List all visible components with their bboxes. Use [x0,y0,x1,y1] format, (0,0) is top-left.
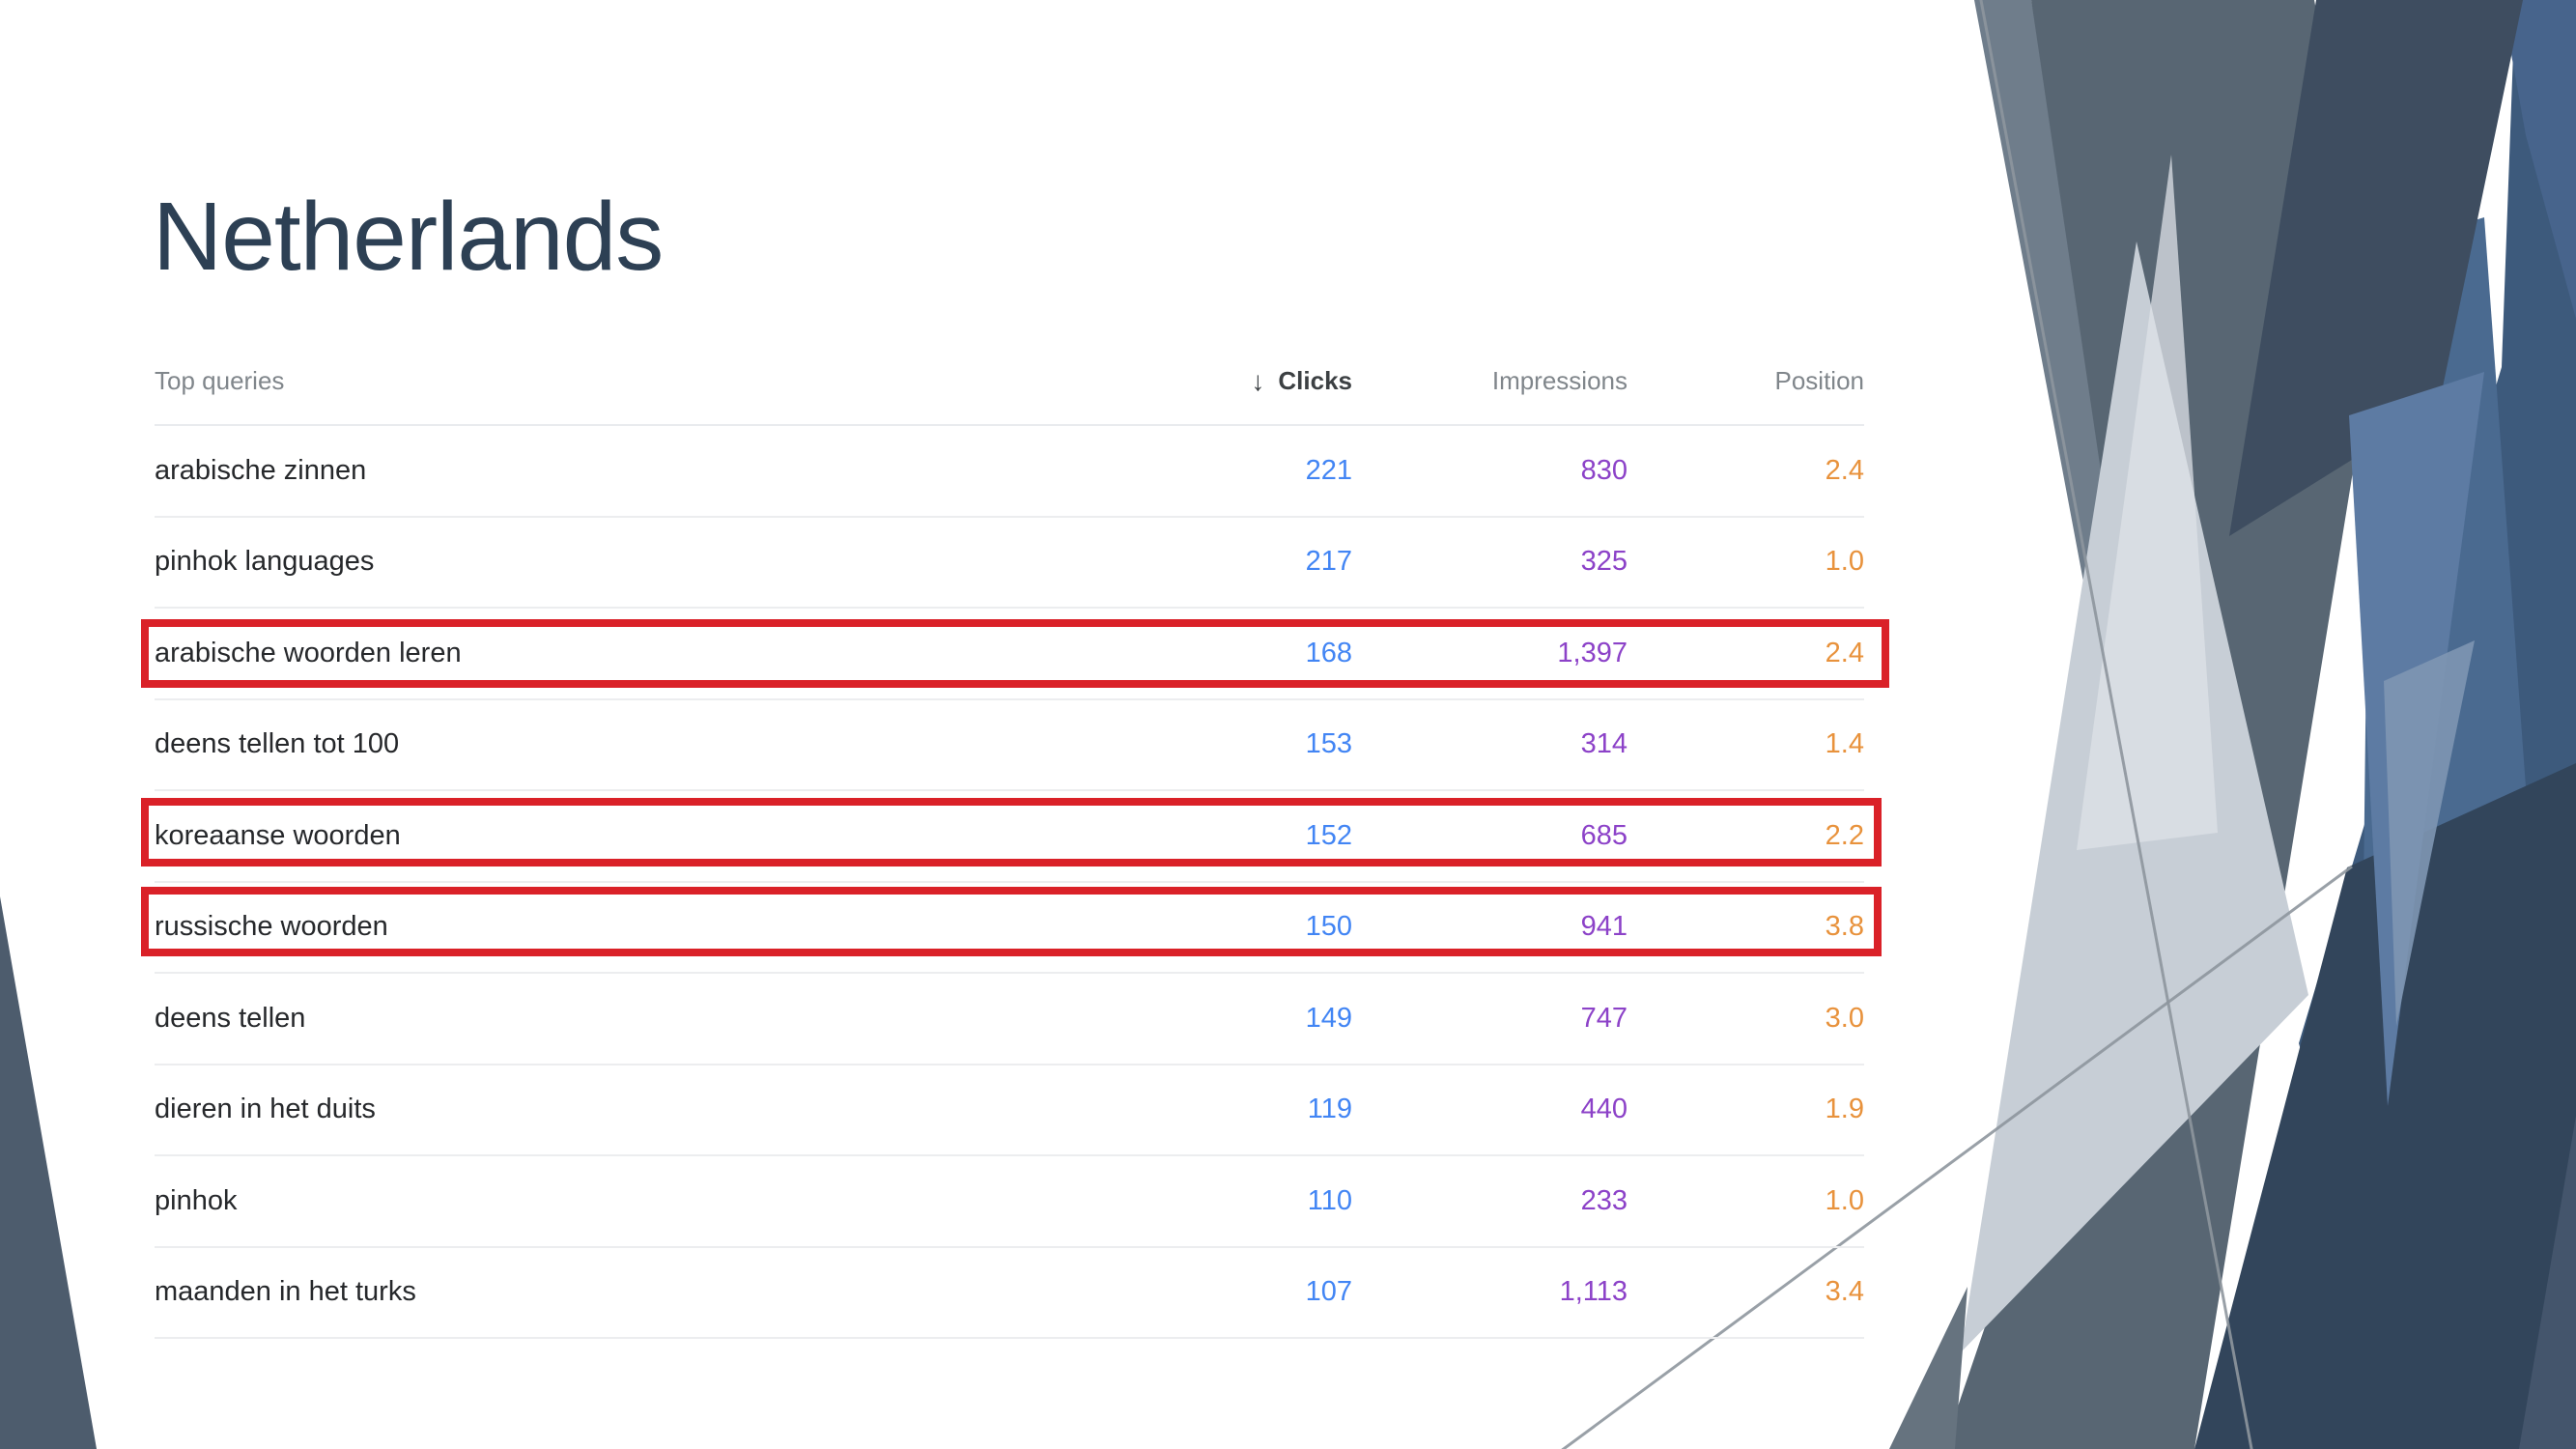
table-row[interactable]: pinhok languages 217 325 1.0 [155,518,1864,609]
table-row-highlighted[interactable]: arabische woorden leren 168 1,397 2.4 [155,609,1864,700]
query-cell: koreaanse woorden [155,819,401,851]
clicks-cell: 110 [1307,1184,1352,1216]
query-cell: arabische zinnen [155,454,367,486]
impressions-cell: 233 [1580,1184,1628,1216]
impressions-cell: 440 [1580,1094,1628,1125]
clicks-cell: 119 [1307,1094,1352,1125]
clicks-cell: 150 [1305,911,1352,943]
impressions-cell: 314 [1580,728,1628,760]
query-cell: russische woorden [155,911,388,943]
position-cell: 1.0 [1825,546,1864,578]
highlight-box [141,798,1882,867]
table-row[interactable]: pinhok 110 233 1.0 [155,1156,1864,1248]
sort-descending-icon: ↓ [1251,365,1265,396]
table-row-highlighted[interactable]: koreaanse woorden 152 685 2.2 [155,791,1864,883]
table-row[interactable]: deens tellen tot 100 153 314 1.4 [155,700,1864,791]
impressions-cell: 1,397 [1557,637,1628,668]
position-cell: 1.4 [1825,728,1864,760]
position-cell: 2.4 [1825,637,1864,668]
impressions-cell: 325 [1580,546,1628,578]
query-cell: arabische woorden leren [155,637,462,668]
column-header-top-queries[interactable]: Top queries [155,366,285,395]
query-cell: pinhok languages [155,546,375,578]
position-cell: 3.4 [1825,1276,1864,1308]
clicks-cell: 153 [1305,728,1352,760]
query-cell: maanden in het turks [155,1276,416,1308]
table-row[interactable]: maanden in het turks 107 1,113 3.4 [155,1248,1864,1339]
highlight-box [141,887,1882,956]
clicks-cell: 107 [1305,1276,1352,1308]
table-header-row: Top queries ↓ Clicks Impressions Positio… [155,338,1864,426]
table-row[interactable]: dieren in het duits 119 440 1.9 [155,1065,1864,1156]
position-cell: 3.0 [1825,1002,1864,1034]
position-cell: 2.2 [1825,819,1864,851]
impressions-cell: 1,113 [1559,1276,1628,1308]
impressions-cell: 830 [1580,454,1628,486]
clicks-header-label: Clicks [1278,366,1352,395]
position-cell: 1.0 [1825,1184,1864,1216]
clicks-cell: 221 [1305,454,1352,486]
clicks-cell: 217 [1305,546,1352,578]
clicks-cell: 149 [1305,1002,1352,1034]
query-cell: deens tellen tot 100 [155,728,400,760]
clicks-cell: 168 [1305,637,1352,668]
impressions-cell: 685 [1580,819,1628,851]
position-cell: 2.4 [1825,454,1864,486]
impressions-cell: 747 [1580,1002,1628,1034]
position-cell: 1.9 [1825,1094,1864,1125]
table-row[interactable]: deens tellen 149 747 3.0 [155,974,1864,1065]
column-header-impressions[interactable]: Impressions [1491,366,1628,395]
clicks-cell: 152 [1305,819,1352,851]
slide-title: Netherlands [153,183,664,291]
query-cell: dieren in het duits [155,1094,376,1125]
search-console-table: Top queries ↓ Clicks Impressions Positio… [141,338,1889,1339]
column-header-position[interactable]: Position [1774,366,1865,395]
query-cell: deens tellen [155,1002,306,1034]
query-cell: pinhok [155,1184,238,1216]
table-row[interactable]: arabische zinnen 221 830 2.4 [155,426,1864,518]
highlight-box [141,619,1889,688]
column-header-clicks[interactable]: ↓ Clicks [1169,366,1352,397]
